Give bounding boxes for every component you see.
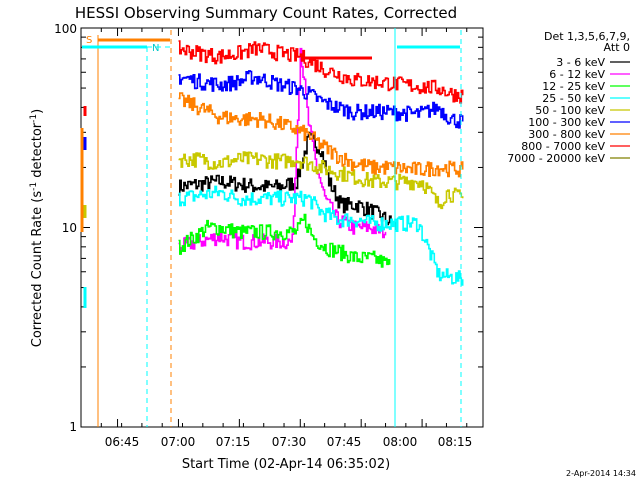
y-tick-label: 100 bbox=[54, 22, 77, 36]
legend-header: Det 1,3,5,6,7,9, bbox=[544, 30, 630, 43]
series-line bbox=[178, 131, 399, 230]
x-tick-label: 06:45 bbox=[105, 435, 140, 449]
x-tick-label: 08:15 bbox=[438, 435, 473, 449]
state-markers bbox=[80, 28, 462, 427]
n-marker-label: N bbox=[152, 43, 159, 54]
legend-entry: 12 - 25 keV bbox=[542, 80, 630, 93]
legend-label: 25 - 50 keV bbox=[542, 92, 605, 105]
legend-header: Att 0 bbox=[604, 41, 630, 54]
series-line bbox=[178, 151, 464, 210]
axis-ticks bbox=[80, 27, 484, 428]
legend-label: 6 - 12 keV bbox=[549, 68, 605, 81]
x-tick-label: 07:15 bbox=[216, 435, 251, 449]
legend-label: 800 - 7000 keV bbox=[521, 140, 605, 153]
series-line bbox=[178, 92, 464, 178]
series-line bbox=[178, 40, 464, 104]
series-line bbox=[178, 70, 464, 129]
x-tick-label: 08:00 bbox=[383, 435, 418, 449]
x-tick-label: 07:45 bbox=[327, 435, 362, 449]
legend-entry: 50 - 100 keV bbox=[535, 104, 630, 117]
series-line bbox=[178, 213, 391, 268]
legend-entry: 800 - 7000 keV bbox=[521, 140, 630, 153]
legend-label: 50 - 100 keV bbox=[535, 104, 605, 117]
y-axis-label: Corrected Count Rate (s-1 detector-1) bbox=[29, 109, 45, 347]
legend-label: 300 - 800 keV bbox=[528, 128, 605, 141]
x-tick-label: 07:30 bbox=[272, 435, 307, 449]
legend-label: 100 - 300 keV bbox=[528, 116, 605, 129]
legend-entry: 300 - 800 keV bbox=[528, 128, 630, 141]
legend-entry: 100 - 300 keV bbox=[528, 116, 630, 129]
timestamp: 2-Apr-2014 14:34 bbox=[566, 469, 636, 478]
x-tick-label: 07:00 bbox=[161, 435, 196, 449]
legend-label: 3 - 6 keV bbox=[556, 56, 605, 69]
legend-label: 7000 - 20000 keV bbox=[507, 152, 605, 165]
y-tick-label: 1 bbox=[69, 420, 77, 434]
series-line bbox=[178, 185, 464, 286]
x-axis-label: Start Time (02-Apr-14 06:35:02) bbox=[182, 457, 390, 472]
series-line bbox=[178, 47, 387, 252]
y-tick-label: 10 bbox=[62, 221, 77, 235]
data-layer bbox=[178, 40, 464, 286]
s-marker-label: S bbox=[86, 35, 92, 46]
legend-entry: 7000 - 20000 keV bbox=[507, 152, 630, 165]
legend-label: 12 - 25 keV bbox=[542, 80, 605, 93]
chart-title: HESSI Observing Summary Count Rates, Cor… bbox=[75, 4, 457, 22]
legend-entry: 3 - 6 keV bbox=[556, 56, 630, 69]
legend-entry: 6 - 12 keV bbox=[549, 68, 630, 81]
legend-entry: 25 - 50 keV bbox=[542, 92, 630, 105]
